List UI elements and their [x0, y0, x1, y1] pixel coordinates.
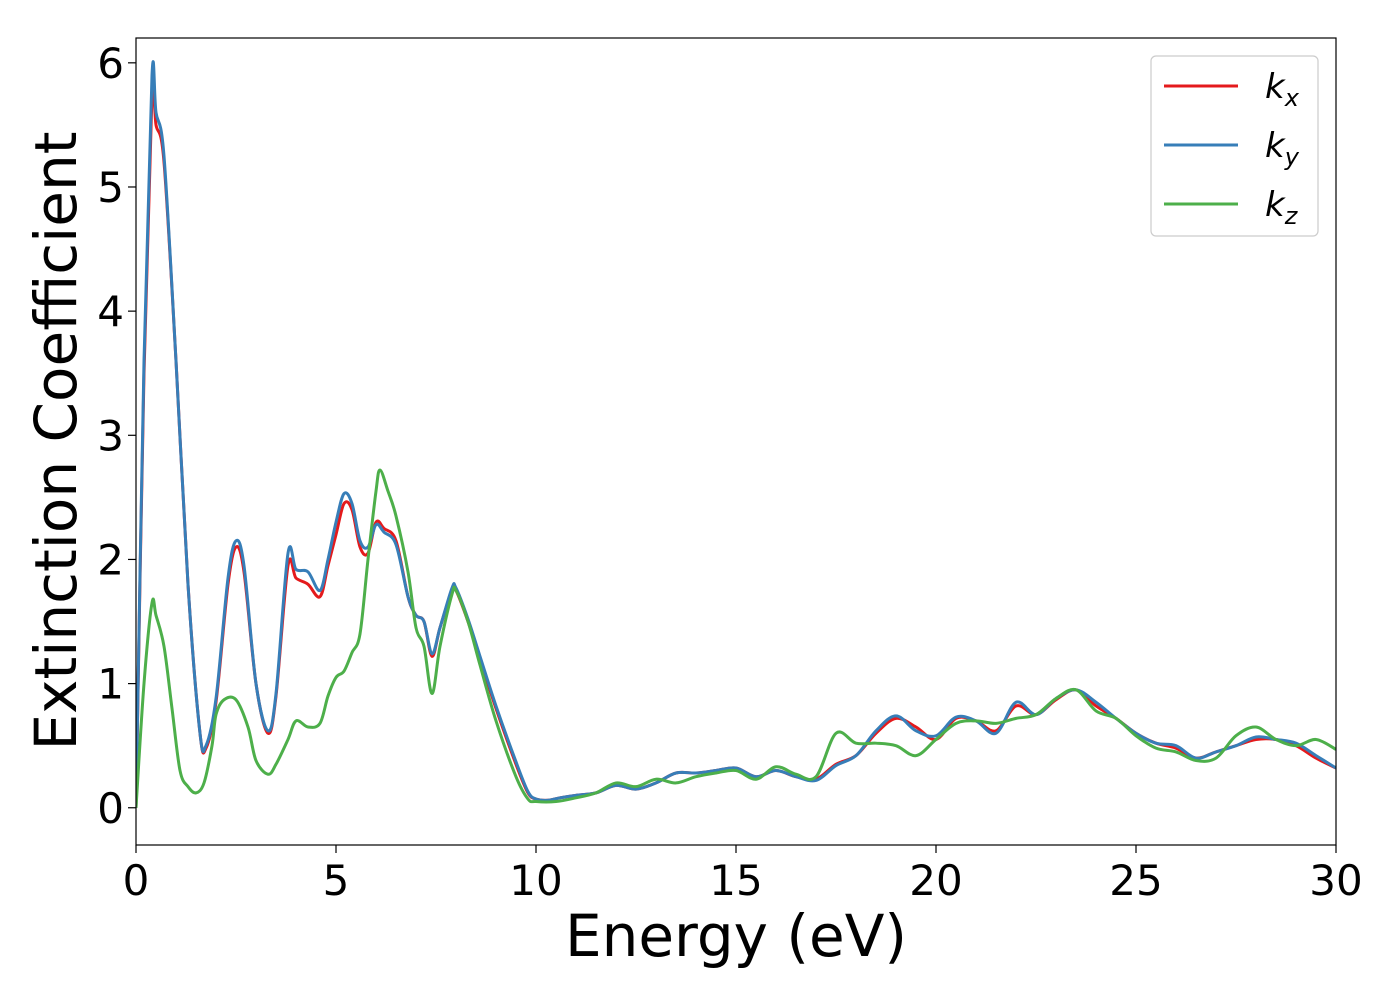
y-tick-label: 4: [97, 287, 124, 336]
x-tick-label: 10: [509, 856, 562, 905]
y-axis-title: Extinction Coefficient: [22, 132, 90, 751]
y-tick-label: 5: [97, 163, 124, 212]
x-tick-label: 25: [1109, 856, 1162, 905]
series-layer: [136, 60, 1336, 808]
legend-label-x: kx: [1265, 67, 1300, 112]
x-tick-label: 15: [709, 856, 762, 905]
y-tick-label: 1: [97, 660, 124, 709]
y-tick-label: 2: [97, 535, 124, 584]
x-axis-title: Energy (eV): [565, 902, 907, 970]
x-tick-label: 5: [323, 856, 350, 905]
x-tick-label: 0: [123, 856, 150, 905]
series-line-z: [136, 468, 1336, 808]
y-tick-label: 0: [97, 784, 124, 833]
y-tick-label: 6: [97, 39, 124, 88]
legend-label-y: ky: [1265, 126, 1300, 171]
x-tick-label: 30: [1309, 856, 1362, 905]
y-tick-label: 3: [97, 411, 124, 460]
legend: kx ky kz: [1150, 55, 1319, 237]
x-tick-label: 20: [909, 856, 962, 905]
axes-layer: 0 5 10 15 20 25 30 0 1 2 3 4 5 6: [97, 37, 1363, 905]
legend-label-z: kz: [1265, 185, 1299, 230]
